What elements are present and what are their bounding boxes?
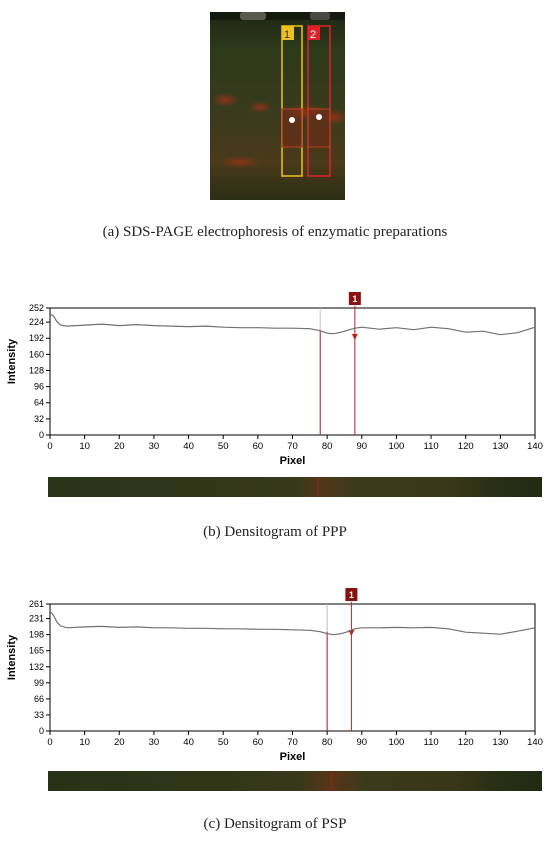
lane-1-label-bg: [282, 26, 294, 40]
x-tick-label: 140: [527, 441, 543, 452]
plot-frame: [49, 603, 536, 732]
x-tick-label: 130: [492, 737, 508, 748]
plot-frame: [49, 307, 536, 436]
y-tick-label: 0: [39, 726, 44, 736]
x-tick-label: 0: [47, 441, 52, 452]
gel-well-row: [210, 12, 345, 20]
lane-strip-ppp-svg: [48, 477, 542, 497]
lane-1-dot: [289, 117, 295, 123]
y-tick-label: 66: [34, 694, 44, 704]
densitogram-psp: 1 0 33 66 99 132 165 198 231 261 0 10 20 30 40 50 60 70 80…: [0, 586, 550, 771]
y-tick-label: 33: [34, 710, 44, 720]
lane-1-label: 1: [284, 29, 290, 41]
x-tick-label: 120: [458, 737, 474, 748]
x-tick-label: 140: [527, 737, 543, 748]
caption-a: (a) SDS-PAGE electrophoresis of enzymati…: [102, 224, 448, 240]
gel-image: 1 2: [210, 12, 345, 200]
intensity-line: [49, 313, 536, 336]
y-axis-label: Intensity: [6, 338, 18, 384]
x-tick-label: 110: [423, 441, 438, 452]
x-axis-label: Pixel: [280, 751, 306, 763]
x-axis-label: Pixel: [280, 455, 306, 467]
caption-b: (b) Densitogram of PPP: [203, 524, 347, 540]
gel-well: [310, 12, 330, 20]
lane-strip-fill: [48, 771, 542, 791]
x-tick-label: 90: [356, 737, 367, 748]
y-tick-label: 132: [29, 662, 44, 672]
y-tick-label: 231: [29, 614, 44, 624]
x-tick-label: 30: [149, 737, 160, 748]
gel-svg: 1 2: [210, 12, 345, 200]
y-tick-label: 261: [29, 599, 44, 609]
y-tick-label: 96: [34, 382, 44, 392]
lane-2-dot: [316, 114, 322, 120]
lane-strip-psp: [48, 771, 542, 791]
x-tick-label: 70: [287, 737, 298, 748]
x-tick-label: 50: [218, 441, 229, 452]
x-tick-label: 40: [183, 737, 194, 748]
x-tick-label: 110: [423, 737, 438, 748]
densitogram-ppp: 1 0 32 64 96 128 160 192 224 252 0 10 20 30 40 50 60 70 80…: [0, 290, 550, 475]
x-tick-label: 0: [47, 737, 52, 748]
gel-background: [210, 12, 345, 200]
marker-label: 1: [352, 294, 357, 304]
gel-band: [220, 156, 260, 168]
marker-label: 1: [349, 590, 354, 600]
caption-c: (c) Densitogram of PSP: [203, 816, 347, 832]
x-tick-label: 80: [322, 737, 333, 748]
lane-2-band: [307, 108, 331, 148]
x-tick-label: 70: [287, 441, 298, 452]
y-tick-label: 192: [29, 333, 44, 343]
x-tick-label: 30: [149, 441, 160, 452]
y-tick-label: 165: [29, 646, 44, 656]
lane-strip-fill: [48, 477, 542, 497]
x-tick-label: 80: [322, 441, 333, 452]
gel-band: [248, 101, 272, 113]
y-tick-label: 0: [39, 430, 44, 440]
lane-2-label: 2: [310, 29, 316, 41]
marker-label-bg: [348, 292, 361, 305]
x-tick-label: 100: [388, 737, 404, 748]
lane-1-band: [281, 108, 303, 148]
y-tick-label: 224: [29, 317, 44, 327]
x-tick-label: 120: [458, 441, 474, 452]
y-tick-label: 128: [29, 365, 44, 375]
intensity-line: [49, 610, 536, 636]
marker-label-bg: [345, 588, 358, 601]
y-axis-label: Intensity: [6, 634, 18, 680]
x-tick-label: 10: [79, 441, 90, 452]
lane-2-label-bg: [308, 26, 320, 40]
y-tick-label: 198: [29, 630, 44, 640]
x-tick-label: 50: [218, 737, 229, 748]
y-tick-label: 64: [34, 398, 44, 408]
gel-well: [240, 12, 266, 20]
x-tick-label: 60: [253, 737, 264, 748]
x-tick-label: 130: [492, 441, 508, 452]
y-tick-label: 160: [29, 349, 44, 359]
marker-arrow: [351, 334, 358, 340]
gel-band: [211, 93, 239, 107]
x-tick-label: 20: [114, 441, 125, 452]
x-tick-label: 100: [388, 441, 404, 452]
x-tick-label: 60: [253, 441, 264, 452]
y-tick-label: 32: [34, 414, 44, 424]
x-tick-label: 40: [183, 441, 194, 452]
x-tick-label: 90: [356, 441, 367, 452]
x-tick-label: 10: [79, 737, 90, 748]
lane-strip-ppp: [48, 477, 542, 497]
x-tick-label: 20: [114, 737, 125, 748]
y-tick-label: 252: [29, 303, 44, 313]
lane-strip-psp-svg: [48, 771, 542, 791]
y-tick-label: 99: [34, 678, 44, 688]
